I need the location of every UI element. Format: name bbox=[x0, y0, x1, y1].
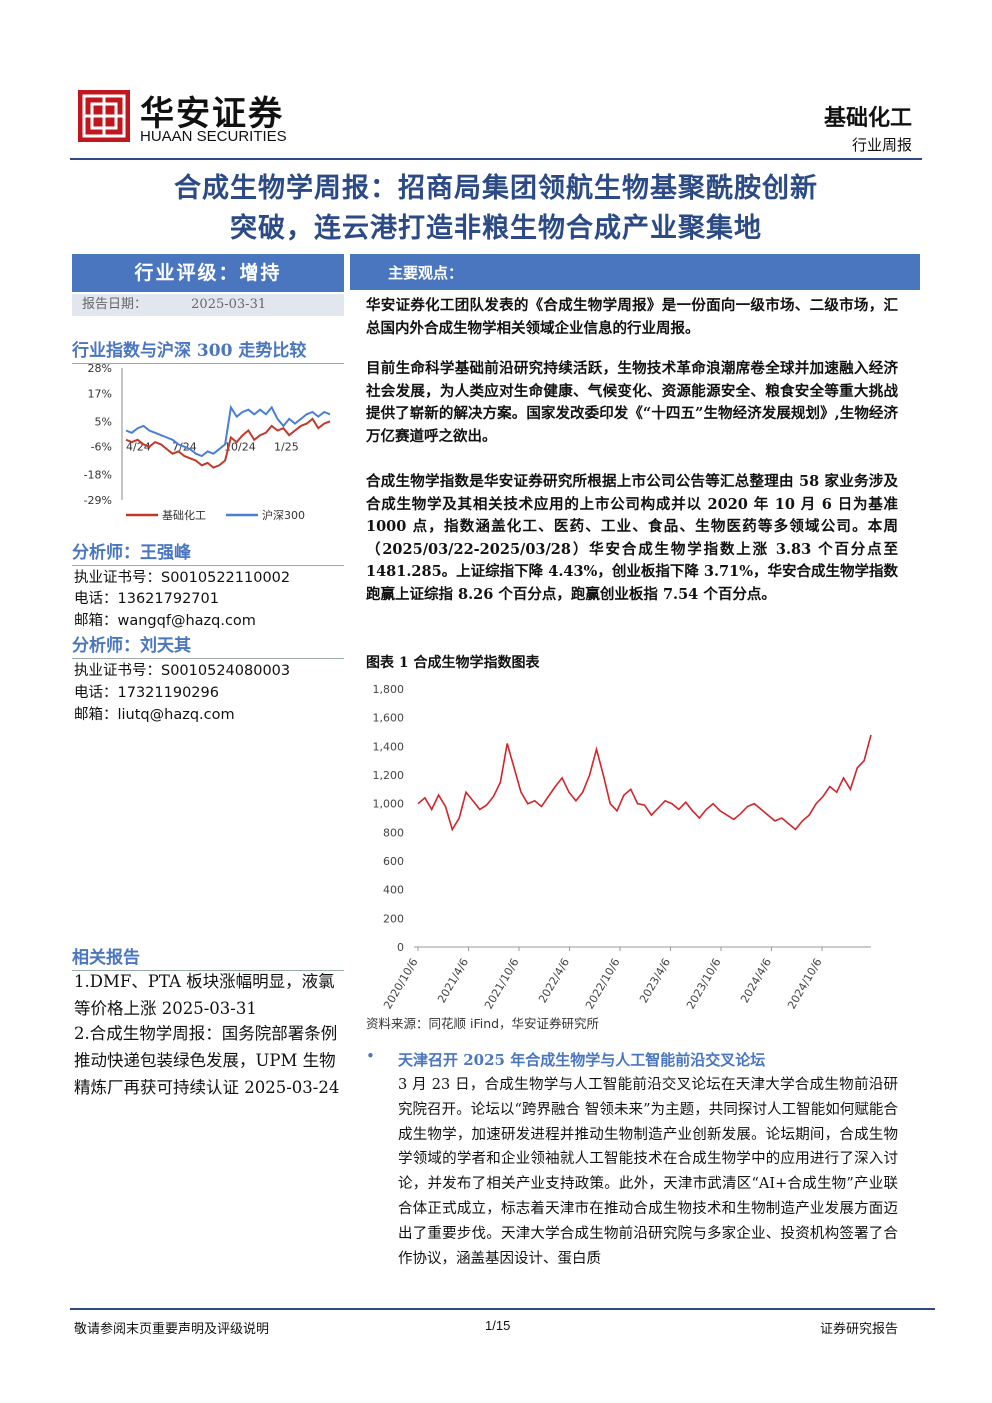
report-date-row: 报告日期： 2025-03-31 bbox=[72, 294, 344, 316]
report-type: 行业周报 bbox=[851, 136, 912, 154]
report-date-label: 报告日期： bbox=[82, 297, 148, 312]
legend-label-industry: 基础化工 bbox=[162, 508, 206, 522]
index-y-tick: 1,600 bbox=[373, 712, 405, 725]
index-y-ticks: 0 200 400 600 800 1,000 1,200 1,400 1,600 1,800 bbox=[373, 683, 405, 954]
compare-chart-title: 行业指数与沪深 300 走势比较 bbox=[72, 336, 344, 364]
index-y-tick: 800 bbox=[383, 826, 404, 839]
index-y-tick: 1,800 bbox=[373, 683, 405, 696]
header-divider bbox=[70, 158, 922, 160]
sector-name: 基础化工 bbox=[823, 105, 912, 131]
index-x-tick: 2024/10/6 bbox=[785, 956, 824, 1010]
index-x-tick: 2021/4/6 bbox=[435, 956, 471, 1005]
compare-y-ticks: 28% 17% 5% -6% -18% -29% bbox=[84, 362, 112, 507]
index-y-tick: 600 bbox=[383, 855, 404, 868]
index-x-ticks: 2020/10/6 2021/4/6 2021/10/6 2022/4/6 2022/1… bbox=[381, 947, 825, 1010]
synbio-index-line bbox=[417, 734, 872, 832]
index-x-tick: 2021/10/6 bbox=[482, 956, 521, 1010]
compare-y-tick: -18% bbox=[84, 469, 112, 482]
paragraph-background: 目前生命科学基础前沿研究持续活跃，生物技术革命浪潮席卷全球并加速融入经济社会发展… bbox=[366, 360, 898, 445]
index-y-tick: 200 bbox=[383, 912, 404, 925]
key-points-bar bbox=[350, 254, 920, 290]
related-reports-heading: 相关报告 bbox=[72, 943, 344, 971]
compare-x-tick: 4/24 bbox=[126, 441, 151, 454]
analyst2-phone: 电话：17321190296 bbox=[74, 685, 219, 701]
analyst2-cert: 执业证书号：S0010524080003 bbox=[74, 663, 291, 679]
index-line bbox=[417, 734, 872, 832]
figure-title: 图表 1 合成生物学指数图表 bbox=[366, 655, 540, 671]
index-y-tick: 0 bbox=[397, 941, 404, 954]
report-title-line2: 突破，连云港打造非粮生物合成产业聚集地 bbox=[230, 213, 762, 244]
logo-mark bbox=[78, 90, 130, 142]
index-x-tick: 2022/4/6 bbox=[536, 956, 572, 1005]
compare-x-ticks: 4/24 7/24 10/24 1/25 bbox=[126, 441, 299, 454]
compare-y-tick: -6% bbox=[91, 441, 112, 454]
analyst2-email[interactable]: 邮箱：liutq@hazq.com bbox=[74, 707, 235, 723]
paragraph-index: 合成生物学指数是华安证券研究所根据上市公司公告等汇总整理由 58 家业务涉及合成… bbox=[366, 473, 898, 603]
synbio-index-chart: 0 200 400 600 800 1,000 1,200 1,400 1,600 1,800 2… bbox=[373, 683, 872, 1010]
footer-report-label: 证券研究报告 bbox=[819, 1322, 898, 1337]
hs300-line bbox=[125, 404, 331, 458]
footer-divider bbox=[70, 1308, 935, 1310]
analyst2-heading: 分析师：刘天其 bbox=[72, 631, 344, 659]
figure-source: 资料来源：同花顺 iFind，华安证券研究所 bbox=[366, 1016, 600, 1031]
related-report-2[interactable]: 2.合成生物学周报：国务院部署条例推动快递包装绿色发展，UPM 生物精炼厂再获可… bbox=[74, 1024, 340, 1097]
index-x-tick: 2022/10/6 bbox=[583, 956, 622, 1010]
index-y-tick: 1,400 bbox=[373, 740, 405, 753]
report-date: 2025-03-31 bbox=[191, 297, 267, 312]
index-x-tick: 2023/4/6 bbox=[637, 956, 673, 1005]
index-y-tick: 400 bbox=[383, 884, 404, 897]
compare-lines bbox=[125, 404, 331, 469]
related-report-1[interactable]: 1.DMF、PTA 板块涨幅明显，液氯等价格上涨 2025-03-31 bbox=[74, 972, 335, 1018]
index-x-tick: 2024/4/6 bbox=[738, 956, 774, 1005]
analyst1-email[interactable]: 邮箱：wangqf@hazq.com bbox=[74, 613, 256, 629]
compare-y-tick: -29% bbox=[84, 494, 112, 507]
logo-english: HUAAN SECURITIES bbox=[140, 128, 287, 145]
compare-y-tick: 5% bbox=[95, 415, 112, 428]
paragraph-intro: 华安证券化工团队发表的《合成生物学周报》是一份面向一级市场、二级市场，汇总国内外… bbox=[366, 297, 898, 337]
analyst1-cert: 执业证书号：S0010522110002 bbox=[74, 570, 291, 586]
compare-x-tick: 10/24 bbox=[224, 441, 256, 454]
industry-line bbox=[125, 417, 331, 469]
legend-label-hs300: 沪深300 bbox=[262, 508, 305, 522]
compare-y-tick: 28% bbox=[88, 362, 112, 375]
news-body: 3 月 23 日，合成生物学与人工智能前沿交叉论坛在天津大学合成生物前沿研究院召… bbox=[398, 1077, 898, 1267]
key-points-label: 主要观点： bbox=[388, 264, 464, 282]
compare-chart: 28%17%5%-6%-18%-29% 4/24 7/24 10/24 1/25 基础… bbox=[84, 362, 331, 522]
page-number: 1/15 bbox=[485, 1318, 511, 1333]
industry-rating: 行业评级：增持 bbox=[72, 254, 344, 292]
bullet-icon: • bbox=[366, 1047, 375, 1065]
news-title: 天津召开 2025 年合成生物学与人工智能前沿交叉论坛 bbox=[398, 1051, 766, 1069]
index-x-tick: 2023/10/6 bbox=[684, 956, 723, 1010]
logo-chinese: 华安证券 bbox=[140, 94, 284, 134]
footer-disclaimer[interactable]: 敬请参阅末页重要声明及评级说明 bbox=[74, 1322, 270, 1337]
analyst1-phone: 电话：13621792701 bbox=[74, 591, 219, 607]
index-y-tick: 1,000 bbox=[373, 798, 405, 811]
index-y-tick: 1,200 bbox=[373, 769, 405, 782]
report-title-line1: 合成生物学周报：招商局集团领航生物基聚酰胺创新 bbox=[174, 173, 818, 204]
analyst1-heading: 分析师：王强峰 bbox=[72, 538, 344, 566]
compare-x-tick: 1/25 bbox=[274, 441, 299, 454]
compare-y-tick: 17% bbox=[88, 387, 112, 400]
index-x-tick: 2020/10/6 bbox=[381, 956, 420, 1010]
